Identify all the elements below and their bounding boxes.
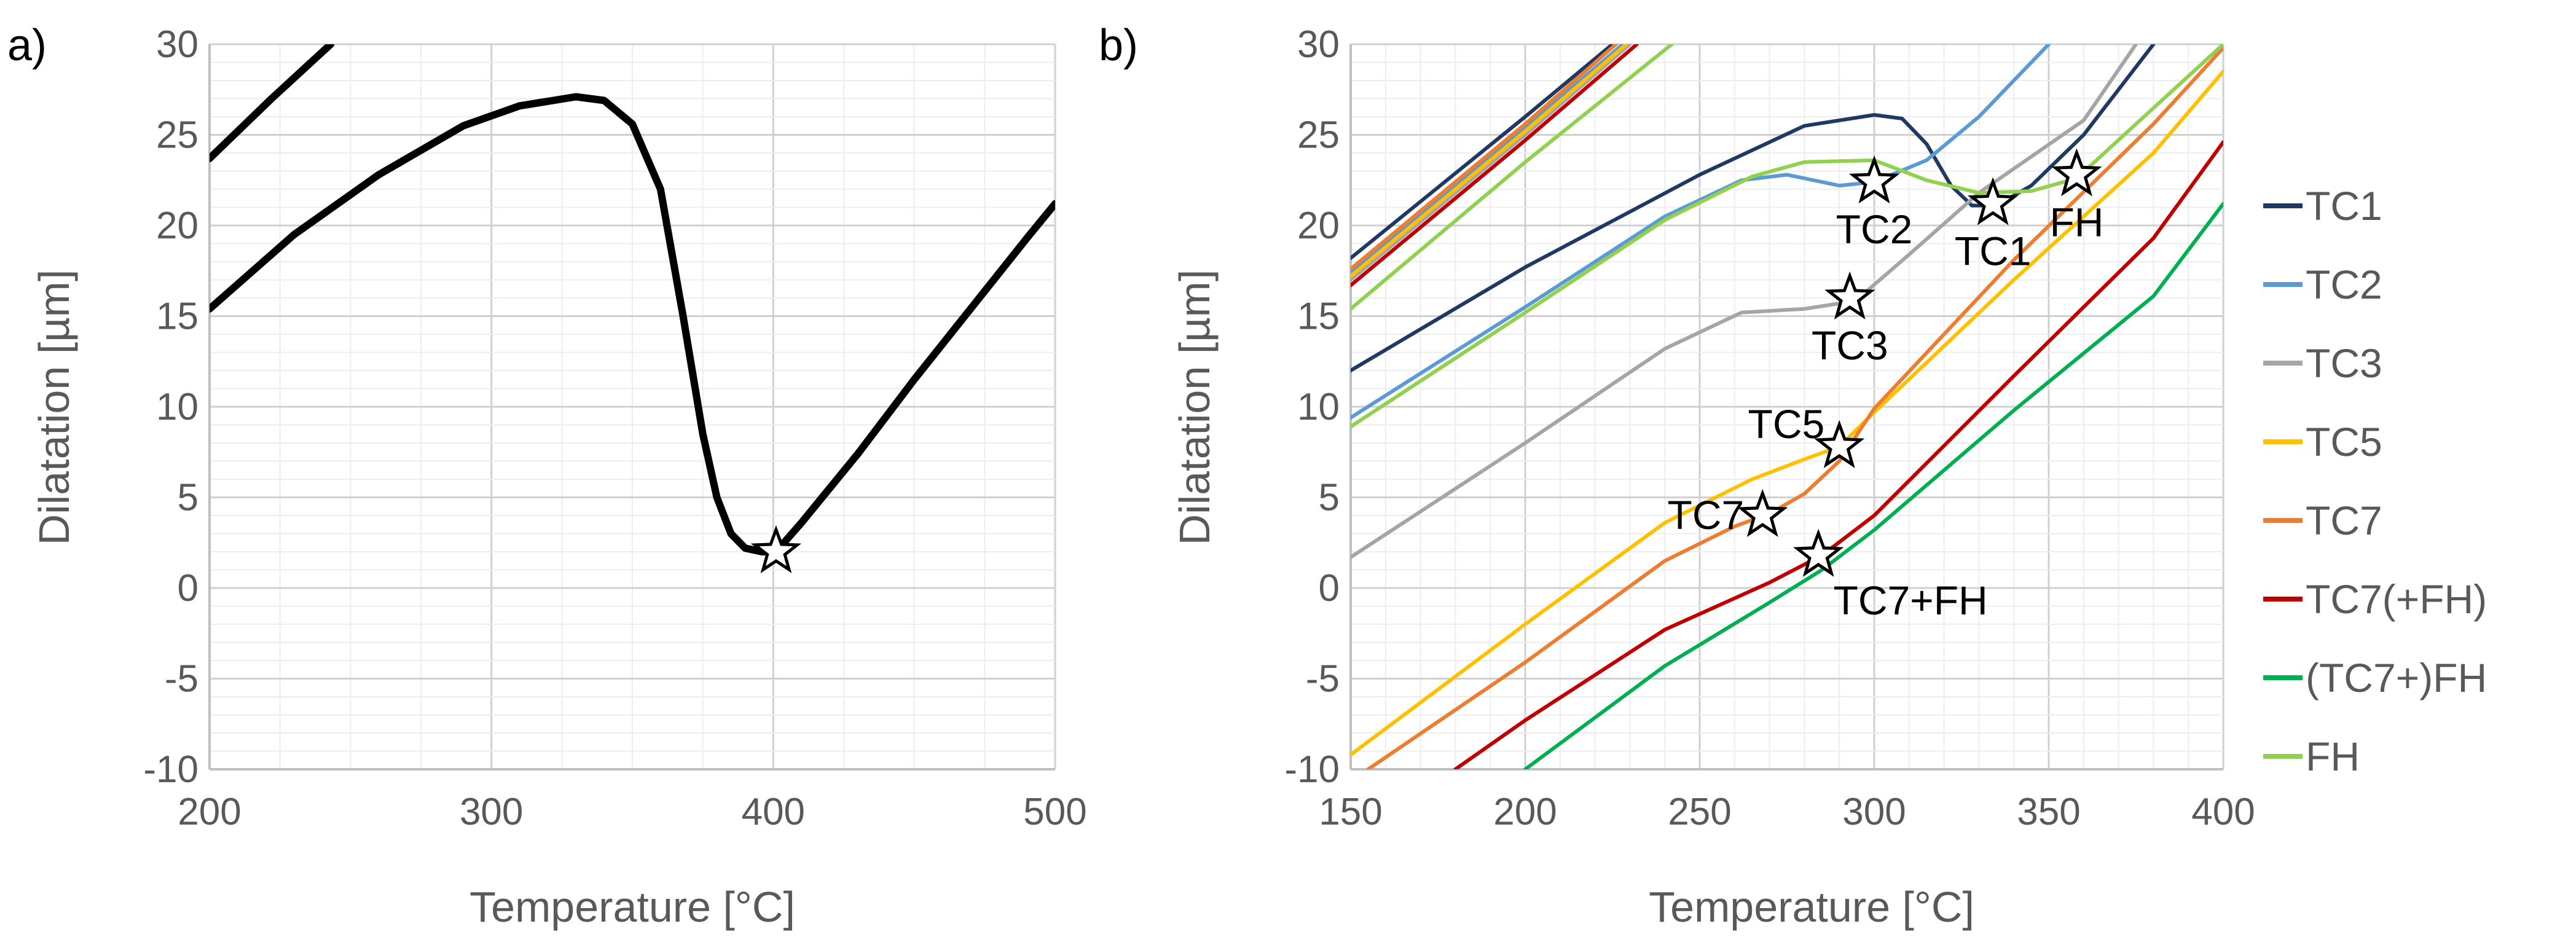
series-line-tc2 bbox=[1351, 44, 2051, 420]
y-tick-label: 0 bbox=[178, 567, 198, 610]
x-tick-label: 200 bbox=[1493, 791, 1557, 833]
annotation-label: TC1 bbox=[1955, 229, 2032, 274]
series-line-tc7 bbox=[1366, 45, 2223, 769]
star-marker bbox=[1737, 488, 1788, 537]
y-tick-label: 10 bbox=[1297, 386, 1340, 428]
legend-label: (TC7+)FH bbox=[2306, 655, 2487, 700]
star-marker bbox=[1793, 528, 1844, 577]
y-tick-label: 25 bbox=[156, 114, 198, 157]
panel-b-x-axis-title: Temperature [°C] bbox=[1649, 883, 1974, 931]
series-line-tc7-fh-upper bbox=[1351, 44, 1639, 288]
panel-a-series bbox=[210, 44, 1055, 555]
panel-a-grid bbox=[208, 43, 1056, 771]
y-tick-label: -5 bbox=[165, 658, 198, 700]
series-line-tc7-upper bbox=[1351, 44, 1618, 271]
series-line-tc1 bbox=[1351, 44, 2156, 372]
star-marker bbox=[750, 525, 802, 573]
panel-b-y-axis-title: Dilatation [µm] bbox=[1171, 270, 1219, 546]
x-tick-label: 400 bbox=[2191, 791, 2255, 833]
y-tick-label: 20 bbox=[1297, 205, 1340, 247]
y-tick-label: 5 bbox=[178, 477, 198, 519]
legend-label: TC1 bbox=[2306, 183, 2382, 229]
panel-a-label: a) bbox=[7, 21, 47, 70]
series-line-heating bbox=[210, 44, 335, 162]
y-tick-label: 30 bbox=[156, 23, 198, 66]
x-tick-label: 300 bbox=[1842, 791, 1906, 833]
star-marker bbox=[2051, 148, 2102, 197]
panel-a-markers bbox=[750, 525, 802, 573]
y-tick-label: 15 bbox=[1297, 296, 1340, 338]
panel-b-axes bbox=[1349, 44, 2223, 771]
y-tick-label: 20 bbox=[156, 205, 198, 247]
x-tick-label: 400 bbox=[742, 791, 805, 833]
panel-a-x-axis-title: Temperature [°C] bbox=[469, 883, 795, 931]
x-tick-label: 200 bbox=[178, 791, 241, 833]
annotation-label: TC2 bbox=[1836, 206, 1913, 252]
y-tick-label: 10 bbox=[156, 386, 198, 428]
y-tick-label: 5 bbox=[1319, 477, 1340, 519]
series-line-tc5 bbox=[1351, 69, 2223, 757]
y-tick-label: 0 bbox=[1319, 567, 1340, 610]
y-tick-label: -5 bbox=[1306, 658, 1340, 700]
x-tick-label: 250 bbox=[1668, 791, 1731, 833]
annotation-label: FH bbox=[2049, 199, 2103, 245]
panel-b-legend: TC1 TC2 TC3 TC5 TC7 TC7(+FH) (TC7+)FH FH bbox=[2263, 183, 2487, 779]
y-tick-label: -10 bbox=[1284, 748, 1340, 791]
legend-label: TC2 bbox=[2306, 262, 2382, 307]
series-line-tc5-upper bbox=[1351, 44, 1628, 278]
y-tick-label: 30 bbox=[1297, 23, 1340, 66]
y-tick-label: 25 bbox=[1297, 114, 1340, 157]
panel-b-ticks: 150 200 250 300 350 400 -10 -5 0 5 10 15 20 25 30 bbox=[1284, 23, 2255, 833]
x-tick-label: 150 bbox=[1319, 791, 1382, 833]
x-tick-label: 300 bbox=[460, 791, 523, 833]
star-marker bbox=[1848, 155, 1900, 204]
panel-b-series bbox=[1351, 44, 2223, 769]
annotation-label: TC5 bbox=[1748, 401, 1825, 447]
legend-label: TC3 bbox=[2306, 340, 2382, 386]
star-marker bbox=[1824, 271, 1875, 320]
x-tick-label: 350 bbox=[2017, 791, 2080, 833]
annotation-label: TC7 bbox=[1668, 492, 1745, 538]
star-marker bbox=[1968, 177, 2019, 225]
y-tick-label: -10 bbox=[143, 748, 198, 791]
legend-label: TC7(+FH) bbox=[2306, 576, 2487, 622]
panel-a-chart: a) 200 300 400 500 -10 -5 0 5 10 15 20 25 30 Tempera… bbox=[7, 21, 1087, 931]
series-line-tc2-upper bbox=[1351, 44, 1625, 275]
series-line-tc1-upper bbox=[1351, 44, 1614, 261]
series-line-cooling bbox=[210, 93, 1055, 555]
legend-label: TC7 bbox=[2306, 498, 2382, 543]
x-tick-label: 500 bbox=[1023, 791, 1086, 833]
series-line--tc7-fh bbox=[1523, 202, 2223, 769]
y-tick-label: 15 bbox=[156, 296, 198, 338]
panel-b-label: b) bbox=[1099, 21, 1138, 70]
panel-a-y-axis-title: Dilatation [µm] bbox=[30, 270, 78, 546]
panel-a-axes bbox=[208, 44, 1055, 771]
star-marker bbox=[1814, 420, 1865, 468]
annotation-label: TC3 bbox=[1812, 323, 1888, 368]
series-line-fh-upper bbox=[1351, 44, 1674, 311]
series-line-tc3-upper bbox=[1351, 44, 1632, 282]
annotation-label: TC7+FH bbox=[1834, 578, 1988, 623]
panel-a-ticks: 200 300 400 500 -10 -5 0 5 10 15 20 25 30 bbox=[143, 23, 1086, 833]
panel-b-grid bbox=[1349, 43, 2225, 771]
legend-label: TC5 bbox=[2306, 419, 2382, 465]
legend-label: FH bbox=[2306, 734, 2360, 779]
